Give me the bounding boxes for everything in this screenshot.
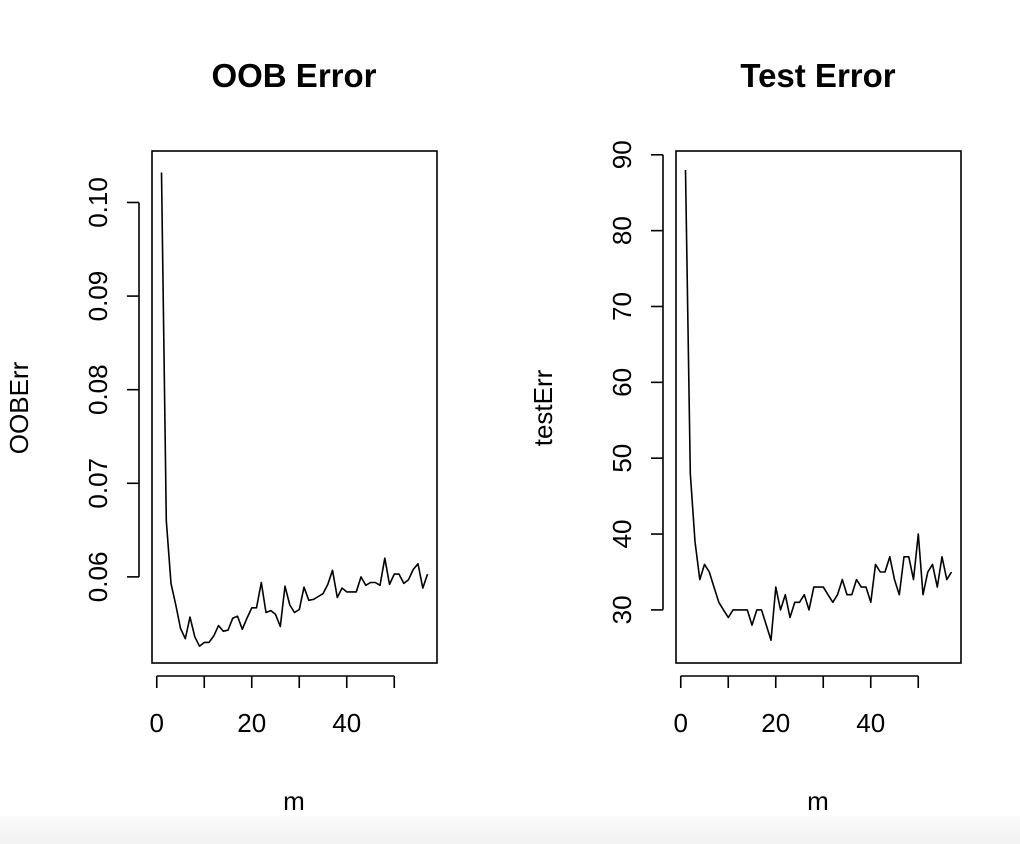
y-tick-label: 70: [607, 292, 637, 321]
chart-title: OOB Error: [211, 57, 376, 94]
x-tick-label: 0: [150, 708, 164, 738]
y-tick-label: 40: [607, 520, 637, 549]
plot-frame: [675, 150, 962, 664]
window-bottom-edge: [0, 816, 1020, 844]
y-tick-label: 0.08: [83, 364, 113, 415]
y-tick-label: 0.10: [83, 177, 113, 228]
oob-error-panel: OOB Error m OOBErr 0 20 40 0.06 0.07 0.08 0.09…: [4, 57, 438, 816]
y-axis-label: testErr: [528, 369, 558, 446]
x-tick-label: 40: [856, 708, 885, 738]
chart-canvas: OOB Error m OOBErr 0 20 40 0.06 0.07 0.08 0.09…: [4, 57, 962, 816]
x-axis-label: m: [283, 786, 305, 816]
y-tick-label: 90: [607, 140, 637, 169]
y-tick-label: 30: [607, 595, 637, 624]
y-tick-label: 80: [607, 216, 637, 245]
series-line: [160, 172, 429, 648]
y-tick-label: 0.06: [83, 552, 113, 603]
x-axis-label: m: [807, 786, 829, 816]
test-error-panel: Test Error m testErr 0 20 40 30 40 50 60 70 80 90: [528, 57, 962, 816]
series-line: [684, 169, 953, 642]
x-tick-label: 40: [332, 708, 361, 738]
x-tick-label: 20: [761, 708, 790, 738]
y-tick-label: 0.07: [83, 458, 113, 509]
chart-title: Test Error: [740, 57, 895, 94]
y-tick-label: 50: [607, 444, 637, 473]
y-tick-label: 0.09: [83, 271, 113, 322]
x-tick-label: 20: [237, 708, 266, 738]
plot-frame: [151, 150, 438, 664]
y-axis-label: OOBErr: [4, 361, 34, 454]
y-tick-label: 60: [607, 368, 637, 397]
x-tick-label: 0: [674, 708, 688, 738]
